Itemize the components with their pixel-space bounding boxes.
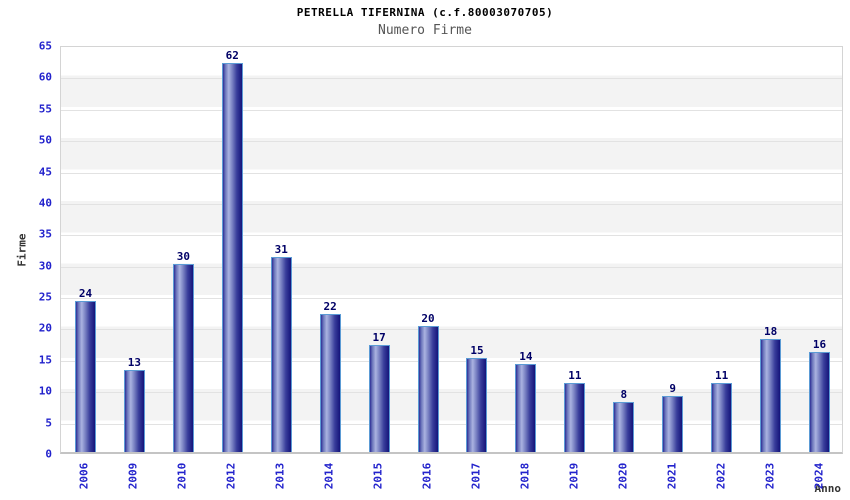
bar-value-label: 11 [568,368,582,382]
y-tick-label: 5 [45,416,52,430]
bar-value-label: 18 [763,325,778,338]
bar-2017 [466,357,488,452]
gridline [61,423,842,425]
y-tick-label: 25 [38,290,52,304]
y-tick-label: 15 [38,353,52,367]
x-tick-label: 2016 [420,462,434,490]
bar-value-label: 31 [274,243,288,257]
y-tick-label: 45 [38,165,52,179]
y-tick-label: 55 [38,102,52,116]
bar-value-label: 24 [78,287,93,301]
bar-value-label: 11 [715,368,729,382]
x-tick-label: 2006 [77,462,91,490]
y-tick-label: 10 [38,384,52,398]
x-tick-label: 2017 [469,462,483,490]
bar-value-label: 62 [225,48,239,62]
y-tick-label: 60 [38,70,52,84]
y-tick-label: 65 [38,39,52,53]
bar-value-label: 15 [470,343,484,357]
bar-2018 [515,364,537,452]
bar-2024 [809,351,831,452]
x-tick-label: 2015 [371,462,385,490]
x-tick-label: 2019 [567,462,581,490]
bar-2023 [760,339,782,452]
gridline [61,360,842,362]
bar-value-label: 30 [176,249,190,263]
gridline [61,298,842,300]
x-tick-label: 2018 [518,462,532,490]
bar-value-label: 22 [323,299,337,313]
bar-value-label: 16 [812,337,827,351]
bar-2006 [74,301,96,452]
bar-value-label: 9 [669,381,677,395]
gridline [61,203,842,205]
y-tick-label: 30 [38,259,52,273]
x-tick-label: 2021 [665,462,679,490]
x-tick-label: 2024 [812,462,826,490]
x-tick-label: 2022 [714,462,728,490]
bar-2021 [662,395,684,452]
chart-title: PETRELLA TIFERNINA (c.f.80003070705) [296,6,554,19]
gridline [61,78,842,80]
gridline [61,109,842,111]
bar-2010 [172,263,194,452]
chart-subtitle: Numero Firme [378,23,472,38]
bar-2013 [270,257,292,452]
gridline [61,266,842,268]
x-axis-title: Anno [814,482,842,495]
y-tick-label: 40 [38,196,52,210]
gridline [61,329,842,331]
bar-2020 [613,401,635,452]
bar-2014 [319,313,341,452]
x-tick-label: 2009 [126,462,140,490]
bar-value-label: 14 [519,350,533,364]
x-tick-label: 2012 [224,462,238,490]
x-tick-label: 2010 [175,462,189,490]
bar-value-label: 17 [372,331,386,345]
x-tick-label: 2014 [322,462,336,490]
gridline [61,172,842,174]
y-tick-label: 0 [45,447,52,461]
x-tick-label: 2020 [616,462,630,490]
y-tick-label: 35 [38,227,52,241]
bar-2019 [564,382,586,452]
bar-2015 [368,345,390,452]
bar-value-label: 20 [421,312,435,326]
plot-area: 24 13 30 62 31 22 17 20 15 14 11 8 9 11 18 16 [60,46,843,454]
gridline [61,235,842,237]
bar-2016 [417,326,439,452]
bar-value-label: 8 [620,387,628,401]
x-tick-label: 2023 [763,462,777,490]
y-tick-label: 20 [38,321,52,335]
bar-2009 [123,370,145,452]
y-tick-label: 50 [38,133,52,147]
gridline [61,141,842,143]
gridline [61,392,842,394]
bar-2022 [711,382,733,452]
bar-2012 [221,62,243,452]
x-tick-label: 2013 [273,462,287,490]
bar-value-label: 13 [127,356,142,370]
